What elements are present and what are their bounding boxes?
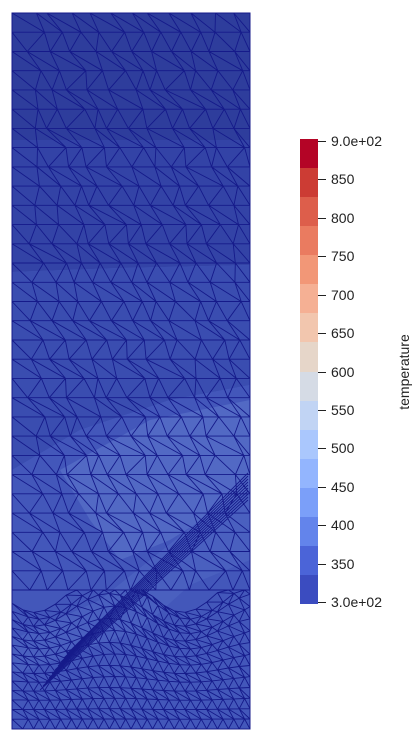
color-legend-label: 750 (331, 248, 355, 264)
color-legend-label: 450 (331, 479, 355, 495)
color-legend-segment (300, 255, 318, 285)
temperature-band (12, 490, 250, 675)
color-legend-title: temperature (396, 334, 412, 410)
color-legend-label: 650 (331, 325, 355, 341)
color-legend-label: 700 (331, 287, 355, 303)
color-legend-tick (318, 564, 326, 565)
color-legend-segment (300, 516, 318, 546)
temperature-band (60, 400, 250, 560)
mesh-boundary (11, 12, 251, 730)
color-legend-label: 9.0e+02 (331, 133, 382, 149)
color-legend-tick (318, 141, 326, 142)
color-legend-label: 550 (331, 402, 355, 418)
color-legend-segment (300, 487, 318, 517)
color-legend-tick (318, 372, 326, 373)
color-legend-tick (318, 333, 326, 334)
color-legend-tick (318, 487, 326, 488)
temperature-bands (12, 13, 250, 729)
color-legend-tick (318, 602, 326, 603)
color-legend-segment (300, 284, 318, 314)
color-legend-label: 850 (331, 171, 355, 187)
color-legend-label: 350 (331, 556, 355, 572)
color-legend-segment (300, 226, 318, 256)
color-legend-segment (300, 545, 318, 575)
color-legend-label: 800 (331, 210, 355, 226)
color-legend-label: 500 (331, 440, 355, 456)
color-legend-segment (300, 342, 318, 372)
color-legend-segment (300, 139, 318, 169)
color-legend-tick (318, 295, 326, 296)
color-legend-tick (318, 218, 326, 219)
color-legend-segment (300, 371, 318, 401)
color-legend-label: 3.0e+02 (331, 594, 382, 610)
color-legend-tick (318, 256, 326, 257)
color-legend-label: 600 (331, 364, 355, 380)
color-legend-tick (318, 179, 326, 180)
color-legend-bar (300, 139, 318, 604)
color-legend-segment (300, 429, 318, 459)
color-legend-label: 400 (331, 517, 355, 533)
color-legend-tick (318, 525, 326, 526)
mesh-plot[interactable] (0, 0, 260, 737)
color-legend-tick (318, 448, 326, 449)
temperature-band (12, 13, 250, 140)
color-legend-segment (300, 458, 318, 488)
color-legend-segment (300, 197, 318, 227)
color-legend-segment (300, 168, 318, 198)
color-legend-tick (318, 410, 326, 411)
color-legend-segment (300, 313, 318, 343)
temperature-band (12, 140, 250, 272)
mesh-wireframe (11, 12, 251, 730)
color-legend-segment (300, 574, 318, 604)
color-legend-segment (300, 400, 318, 430)
